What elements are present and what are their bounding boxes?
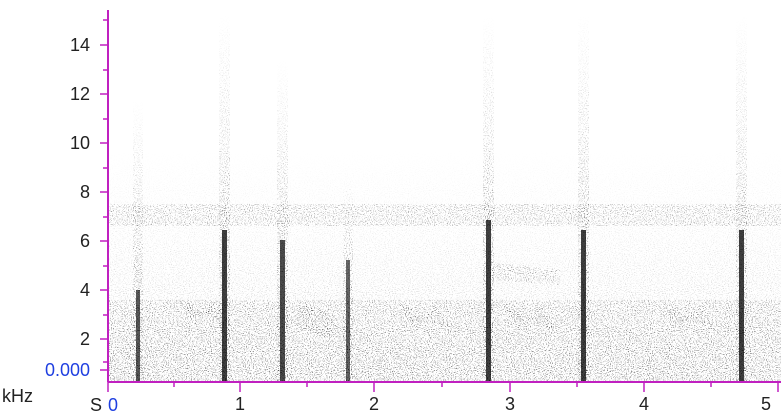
chirp-shapes [175, 262, 720, 340]
x-tick-label: 4 [638, 394, 649, 414]
x-origin-value: 0 [108, 395, 119, 415]
x-unit-label: S [90, 395, 103, 415]
y-tick-label: 4 [79, 280, 90, 300]
y-tick-label: 2 [79, 329, 90, 349]
y-tick-label: 10 [69, 133, 90, 153]
y-tick-label: 8 [79, 182, 90, 202]
click-cores [136, 220, 744, 382]
x-tick-label: 3 [504, 394, 515, 414]
y-tick-marks [100, 19, 108, 371]
x-tick-label: 1 [234, 394, 245, 414]
y-tick-label: 14 [69, 35, 90, 55]
x-tick-marks [107, 382, 779, 392]
x-tick-label: 5 [760, 394, 771, 414]
y-tick-label: 6 [79, 231, 90, 251]
y-unit-label: kHz [2, 386, 33, 406]
y-origin-value: 0.000 [44, 360, 90, 380]
x-tick-label: 2 [368, 394, 379, 414]
y-tick-label: 12 [69, 84, 90, 104]
tonal-band [108, 204, 781, 226]
